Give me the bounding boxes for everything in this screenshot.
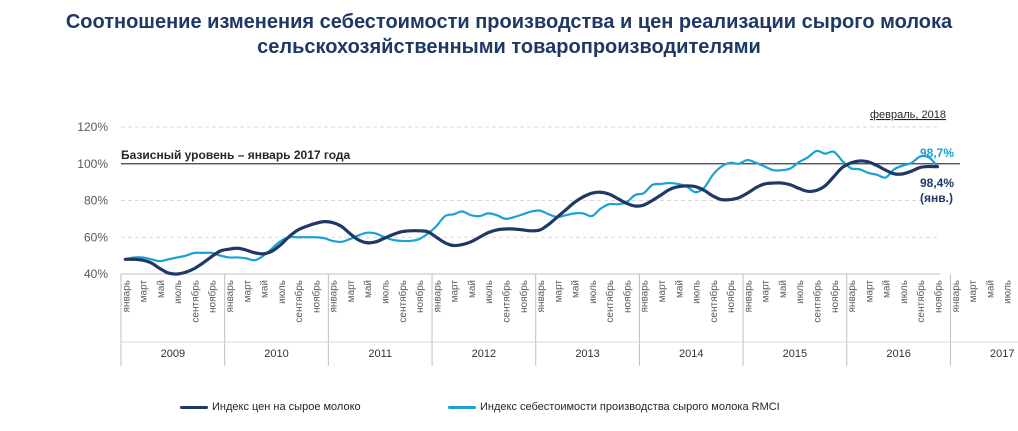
series-price <box>123 159 940 276</box>
y-tick-label: 60% <box>84 230 108 244</box>
chart-title-line1: Соотношение изменения себестоимости прои… <box>65 11 953 33</box>
year-label: 2013 <box>575 348 599 360</box>
x-tick-label: сентябрь <box>189 280 201 323</box>
chart-title: Соотношение изменения себестоимости прои… <box>0 10 1018 60</box>
price-end-label-note: (янв.) <box>920 191 953 205</box>
x-tick-label: январь <box>329 280 340 312</box>
legend-swatch-price <box>180 405 208 409</box>
y-tick-label: 80% <box>84 194 108 208</box>
x-tick-label: май <box>467 280 478 298</box>
series-cost <box>124 149 939 263</box>
x-tick-label: январь <box>743 280 754 312</box>
x-tick-label: май <box>985 280 996 298</box>
series-line-price <box>123 159 940 276</box>
x-tick-label: ноябрь <box>932 280 944 313</box>
x-tick-label: май <box>363 280 374 298</box>
x-tick-label: ноябрь <box>310 280 322 313</box>
x-tick-label: март <box>657 280 668 303</box>
year-label: 2010 <box>264 348 288 360</box>
x-tick-label: май <box>571 280 582 298</box>
x-tick-label: январь <box>432 280 443 312</box>
x-tick-label: январь <box>225 280 236 312</box>
x-tick-label: март <box>346 280 357 303</box>
annotations: Базисный уровень – январь 2017 года февр… <box>121 109 954 205</box>
series-line-cost <box>124 149 939 263</box>
x-tick-label: май <box>156 280 167 298</box>
y-tick-label: 100% <box>77 157 108 171</box>
x-tick-label: май <box>778 280 789 298</box>
x-tick-label: июль <box>1003 280 1014 304</box>
year-label: 2016 <box>886 348 910 360</box>
x-tick-label: май <box>882 280 893 298</box>
x-axis: январь март май июль сентябрь ноябрь2009январ… <box>120 273 1018 366</box>
x-tick-label: июль <box>692 280 703 304</box>
x-tick-label: июль <box>588 280 599 304</box>
year-label: 2015 <box>783 348 807 360</box>
x-tick-label: июль <box>173 280 184 304</box>
x-tick-label: март <box>139 280 150 303</box>
x-tick-label: май <box>260 280 271 298</box>
chart-title-line2: сельскохозяйственными товаропроизводител… <box>257 36 761 58</box>
line-chart: 40%60%80%100%120% январь март май июль сентя… <box>77 109 1018 366</box>
x-tick-label: март <box>450 280 461 303</box>
x-tick-label: март <box>968 280 979 303</box>
x-tick-label: март <box>864 280 875 303</box>
x-tick-label: ноябрь <box>518 280 530 313</box>
price-end-label: 98,4% <box>920 176 954 190</box>
x-tick-label: сентябрь <box>708 280 720 323</box>
y-tick-label: 120% <box>77 120 108 134</box>
x-tick-label: июль <box>484 280 495 304</box>
legend-item-cost: Индекс себестоимости производства сырого… <box>448 401 780 413</box>
x-tick-label: сентябрь <box>293 280 305 323</box>
x-tick-label: ноябрь <box>414 280 426 313</box>
y-axis: 40% 60% 80% 100% 120% <box>77 120 108 281</box>
x-tick-label: сентябрь <box>397 280 409 323</box>
year-label: 2017 <box>990 348 1014 360</box>
x-tick-label: январь <box>121 280 132 312</box>
legend-label-cost: Индекс себестоимости производства сырого… <box>480 401 780 413</box>
x-tick-label: май <box>674 280 685 298</box>
y-tick-label: 40% <box>84 267 108 281</box>
x-tick-label: январь <box>951 280 962 312</box>
x-tick-label: ноябрь <box>621 280 633 313</box>
x-tick-label: июль <box>381 280 392 304</box>
x-tick-label: ноябрь <box>207 280 219 313</box>
x-tick-label: январь <box>536 280 547 312</box>
year-label: 2012 <box>472 348 496 360</box>
x-tick-label: сентябрь <box>604 280 616 323</box>
x-tick-label: ноябрь <box>829 280 841 313</box>
year-label: 2014 <box>679 348 703 360</box>
marker-label: февраль, 2018 <box>870 109 946 121</box>
x-tick-label: июль <box>277 280 288 304</box>
x-tick-label: сентябрь <box>915 280 927 323</box>
x-tick-label: январь <box>640 280 651 312</box>
x-tick-label: сентябрь <box>812 280 824 323</box>
legend-item-price: Индекс цен на сырое молоко <box>180 401 361 413</box>
x-tick-label: сентябрь <box>500 280 512 323</box>
series-lines <box>123 149 940 276</box>
x-tick-label: июль <box>899 280 910 304</box>
x-tick-label: март <box>242 280 253 303</box>
year-label: 2009 <box>161 348 185 360</box>
x-tick-label: март <box>761 280 772 303</box>
legend-label-price: Индекс цен на сырое молоко <box>212 401 361 413</box>
cost-end-label: 98,7% <box>920 146 954 160</box>
x-tick-label: июль <box>795 280 806 304</box>
x-tick-label: ноябрь <box>725 280 737 313</box>
year-label: 2011 <box>368 348 392 360</box>
x-tick-label: март <box>553 280 564 303</box>
x-tick-label: январь <box>847 280 858 312</box>
legend: Индекс цен на сырое молоко Индекс себест… <box>0 401 1018 419</box>
baseline-label: Базисный уровень – январь 2017 года <box>121 148 351 162</box>
grid-lines <box>121 126 960 238</box>
legend-swatch-cost <box>448 405 476 409</box>
